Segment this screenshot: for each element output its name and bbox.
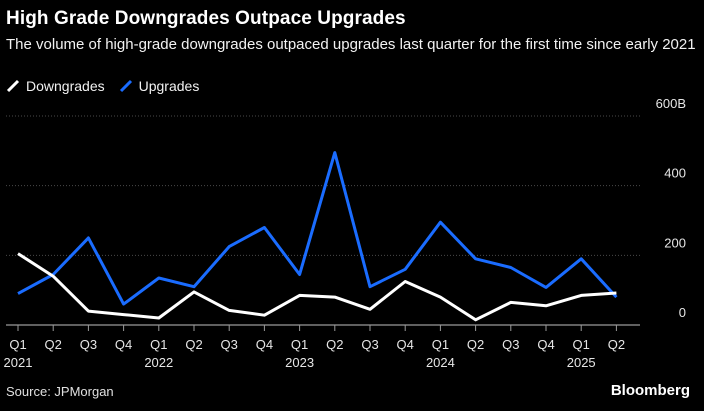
legend: Downgrades Upgrades (6, 78, 213, 94)
x-tick-label-quarter-15: Q4 (537, 337, 554, 352)
legend-swatch-downgrades (6, 79, 20, 93)
series-line-upgrades (17, 151, 618, 306)
source-note: Source: JPMorgan (6, 384, 114, 399)
x-tick-label-quarter-4: Q1 (150, 337, 167, 352)
x-tick-label-quarter-17: Q2 (608, 337, 625, 352)
x-tick-label-quarter-16: Q1 (573, 337, 590, 352)
x-tick-label-quarter-0: Q1 (9, 337, 26, 352)
legend-label-downgrades: Downgrades (26, 78, 105, 94)
legend-item-downgrades: Downgrades (6, 78, 105, 94)
y-tick-label-600: 600B (656, 96, 686, 111)
x-tick-label-quarter-9: Q2 (326, 337, 343, 352)
x-tick-label-quarter-3: Q4 (115, 337, 132, 352)
x-tick-label-quarter-2: Q3 (80, 337, 97, 352)
chart-subtitle: The volume of high-grade downgrades outp… (6, 36, 696, 53)
x-tick-label-year-2025: 2025 (567, 355, 596, 370)
legend-swatch-downgrades-line (6, 79, 20, 93)
y-tick-label-200: 200 (664, 235, 686, 250)
x-tick-label-quarter-7: Q4 (256, 337, 273, 352)
legend-label-upgrades: Upgrades (138, 78, 200, 94)
series-line-downgrades (17, 252, 617, 322)
x-tick-label-quarter-10: Q3 (361, 337, 378, 352)
bloomberg-logo: Bloomberg (610, 382, 690, 399)
legend-swatch-upgrades (119, 79, 133, 93)
x-tick-label-quarter-5: Q2 (185, 337, 202, 352)
x-tick-label-quarter-13: Q2 (467, 337, 484, 352)
x-tick-label-quarter-12: Q1 (432, 337, 449, 352)
chart-title: High Grade Downgrades Outpace Upgrades (6, 8, 406, 29)
x-tick-label-quarter-1: Q2 (45, 337, 62, 352)
x-tick-label-quarter-6: Q3 (221, 337, 238, 352)
x-tick-label-year-2022: 2022 (144, 355, 173, 370)
x-tick-label-year-2024: 2024 (426, 355, 455, 370)
legend-item-upgrades: Upgrades (119, 78, 200, 94)
x-tick-label-year-2023: 2023 (285, 355, 314, 370)
x-tick-label-quarter-11: Q4 (397, 337, 414, 352)
legend-swatch-upgrades-line (119, 79, 132, 93)
x-tick-label-quarter-8: Q1 (291, 337, 308, 352)
x-tick-label-quarter-14: Q3 (502, 337, 519, 352)
y-tick-label-0: 0 (679, 305, 686, 320)
x-tick-label-year-2021: 2021 (4, 355, 33, 370)
y-tick-label-400: 400 (664, 166, 686, 181)
